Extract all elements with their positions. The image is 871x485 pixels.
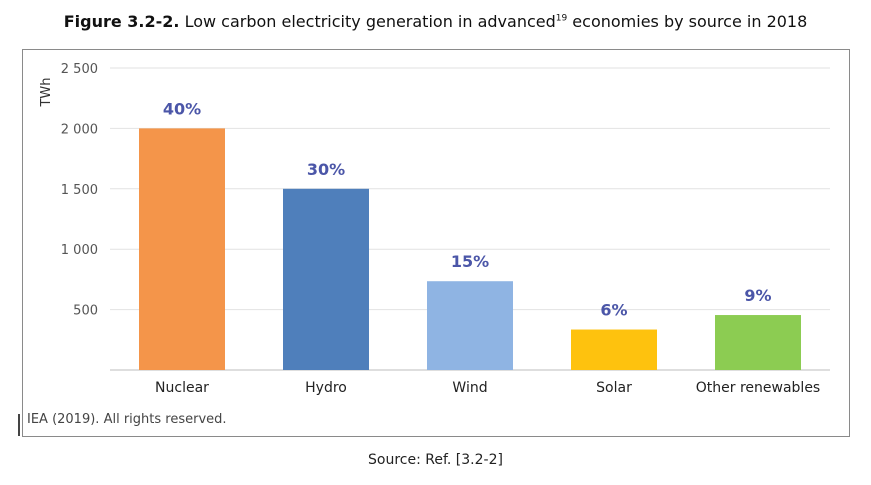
y-tick-label: 2 500 <box>61 62 98 77</box>
figure-label: Figure 3.2-2. <box>63 12 180 31</box>
source-caption: Source: Ref. [3.2-2] <box>368 452 503 468</box>
frame-marker <box>18 414 20 436</box>
data-label: 15% <box>451 252 489 271</box>
data-label: 9% <box>744 286 771 305</box>
x-tick-label: Nuclear <box>155 380 209 396</box>
figure-title-text-end: economies by source in 2018 <box>567 12 808 31</box>
y-tick-label: 500 <box>73 304 98 319</box>
bar-nuclear <box>139 128 225 370</box>
copyright-note: IEA (2019). All rights reserved. <box>27 412 227 427</box>
data-labels: 40% 30% 15% 6% 9% <box>163 99 772 319</box>
x-tick-label: Wind <box>452 380 487 396</box>
bar-wind <box>427 281 513 370</box>
bars <box>139 128 801 370</box>
data-label: 6% <box>600 301 627 320</box>
bar-hydro <box>283 188 369 370</box>
y-axis-ticks: 500 1 000 1 500 2 000 2 500 <box>61 62 98 319</box>
figure-title-text: Low carbon electricity generation in adv… <box>179 12 556 31</box>
bar-other-renewables <box>715 315 801 370</box>
y-tick-label: 1 500 <box>61 183 98 198</box>
x-axis-labels: Nuclear Hydro Wind Solar Other renewables <box>155 380 820 396</box>
bar-solar <box>571 329 657 370</box>
y-tick-label: 1 000 <box>61 243 98 258</box>
y-axis-label: TWh <box>39 77 54 107</box>
data-label: 30% <box>307 160 345 179</box>
x-tick-label: Other renewables <box>696 380 820 396</box>
x-tick-label: Hydro <box>305 380 347 396</box>
x-tick-label: Solar <box>596 380 632 396</box>
figure-title: Figure 3.2-2. Low carbon electricity gen… <box>0 12 871 31</box>
y-tick-label: 2 000 <box>61 122 98 137</box>
figure-title-superscript: 19 <box>555 13 568 24</box>
chart-frame <box>22 49 850 437</box>
data-label: 40% <box>163 99 201 118</box>
